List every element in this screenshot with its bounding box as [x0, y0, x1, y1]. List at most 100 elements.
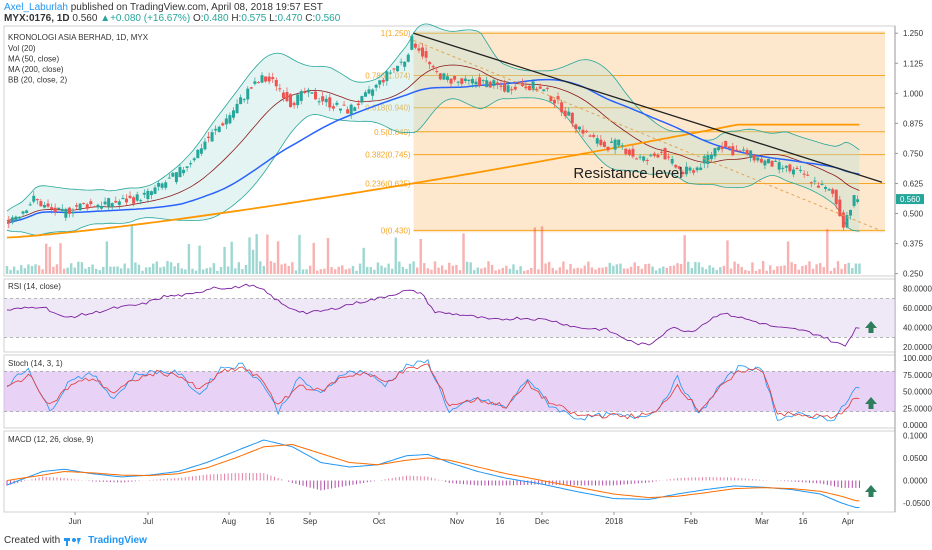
- candle-body: [142, 192, 146, 195]
- candle-body: [724, 140, 728, 147]
- volume-bar: [672, 265, 676, 274]
- candle-body: [281, 92, 285, 99]
- candle-body: [388, 72, 392, 74]
- candle-body: [610, 141, 614, 143]
- candle-body: [17, 216, 21, 219]
- candle-body: [292, 102, 296, 106]
- y-tick-label: 1.250: [903, 29, 924, 38]
- volume-bar: [184, 269, 187, 274]
- volume-bar: [41, 269, 44, 274]
- candle-body: [39, 201, 43, 207]
- candle-body: [756, 157, 760, 161]
- volume-bar: [483, 267, 487, 274]
- volume-bar: [587, 261, 590, 274]
- volume-bar: [833, 267, 836, 274]
- volume-bar: [102, 266, 105, 274]
- volume-bar: [248, 237, 251, 274]
- volume-bar: [647, 263, 651, 274]
- volume-bar: [387, 263, 390, 274]
- candle-body: [378, 80, 382, 85]
- x-tick-label: Jul: [143, 517, 153, 526]
- volume-bar: [794, 263, 797, 274]
- candle-body: [506, 85, 510, 93]
- candle-body: [624, 148, 628, 154]
- candle-body: [160, 183, 164, 188]
- volume-bar: [826, 229, 829, 274]
- stoch-tick-label: 50.0000: [903, 388, 932, 397]
- candle-body: [228, 115, 232, 124]
- candle-body: [146, 190, 150, 199]
- volume-bar: [241, 269, 244, 274]
- macd-title: MACD (12, 26, close, 9): [8, 435, 94, 444]
- volume-bar: [776, 266, 779, 274]
- candle-body: [289, 94, 293, 108]
- volume-bar: [209, 267, 212, 274]
- candle-body: [256, 82, 260, 84]
- bb-upper-line: [6, 23, 860, 212]
- volume-bar: [512, 264, 515, 274]
- volume-bar: [226, 266, 230, 274]
- volume-bar: [619, 263, 622, 274]
- candle-body: [717, 147, 721, 151]
- tradingview-brand[interactable]: TradingView: [88, 535, 147, 546]
- volume-bar: [465, 261, 469, 274]
- volume-bar: [312, 242, 315, 274]
- candle-body: [849, 209, 853, 216]
- x-tick-label: 2018: [605, 517, 623, 526]
- candle-body: [331, 106, 335, 109]
- volume-bar: [59, 243, 62, 274]
- indicator-legend-item: MA (50, close): [8, 55, 59, 64]
- candle-body: [217, 126, 221, 133]
- volume-bar: [191, 268, 194, 274]
- volume-bar: [533, 227, 537, 274]
- candle-body: [677, 166, 681, 169]
- volume-bar: [426, 268, 430, 274]
- volume-bar: [744, 270, 747, 274]
- x-tick-label: Apr: [842, 517, 855, 526]
- volume-bar: [633, 262, 636, 274]
- candle-body: [167, 177, 171, 179]
- volume-bar: [408, 263, 412, 274]
- volume-bar: [212, 263, 216, 274]
- candle-body: [253, 81, 257, 84]
- candle-body: [60, 208, 64, 211]
- volume-bar: [291, 262, 294, 274]
- volume-bar: [704, 269, 708, 274]
- volume-bar: [430, 269, 433, 274]
- author-link[interactable]: Axel_Laburlah: [4, 2, 68, 13]
- created-with-label: Created with: [4, 535, 61, 546]
- candle-body: [50, 207, 54, 210]
- candle-body: [410, 35, 414, 50]
- candle-body: [520, 82, 524, 87]
- up-arrow-icon: [865, 321, 877, 333]
- candle-body: [353, 107, 357, 112]
- candle-body: [742, 149, 746, 151]
- candle-body: [435, 71, 439, 73]
- volume-bar: [112, 266, 116, 274]
- resistance-trendline: [413, 32, 883, 183]
- y-tick-label: 0.875: [903, 119, 924, 128]
- candle-body: [692, 170, 696, 173]
- volume-bar: [344, 269, 348, 274]
- candle-body: [7, 219, 11, 224]
- volume-bar: [20, 265, 23, 274]
- candle-body: [103, 201, 107, 205]
- volume-bar: [398, 261, 401, 274]
- y-tick-label: 0.500: [903, 210, 924, 219]
- volume-bar: [380, 265, 383, 274]
- candle-body: [495, 82, 499, 85]
- volume-bar: [362, 247, 365, 274]
- candle-body: [28, 204, 32, 206]
- candle-body: [699, 167, 703, 170]
- candle-body: [428, 62, 432, 65]
- volume-bar: [37, 265, 41, 274]
- candle-body: [199, 148, 203, 154]
- volume-bar: [259, 261, 262, 274]
- candle-body: [503, 82, 507, 92]
- volume-bar: [177, 263, 180, 274]
- candle-body: [766, 158, 770, 164]
- volume-bar: [94, 268, 98, 274]
- volume-bar: [205, 268, 208, 274]
- volume-bar: [515, 270, 519, 274]
